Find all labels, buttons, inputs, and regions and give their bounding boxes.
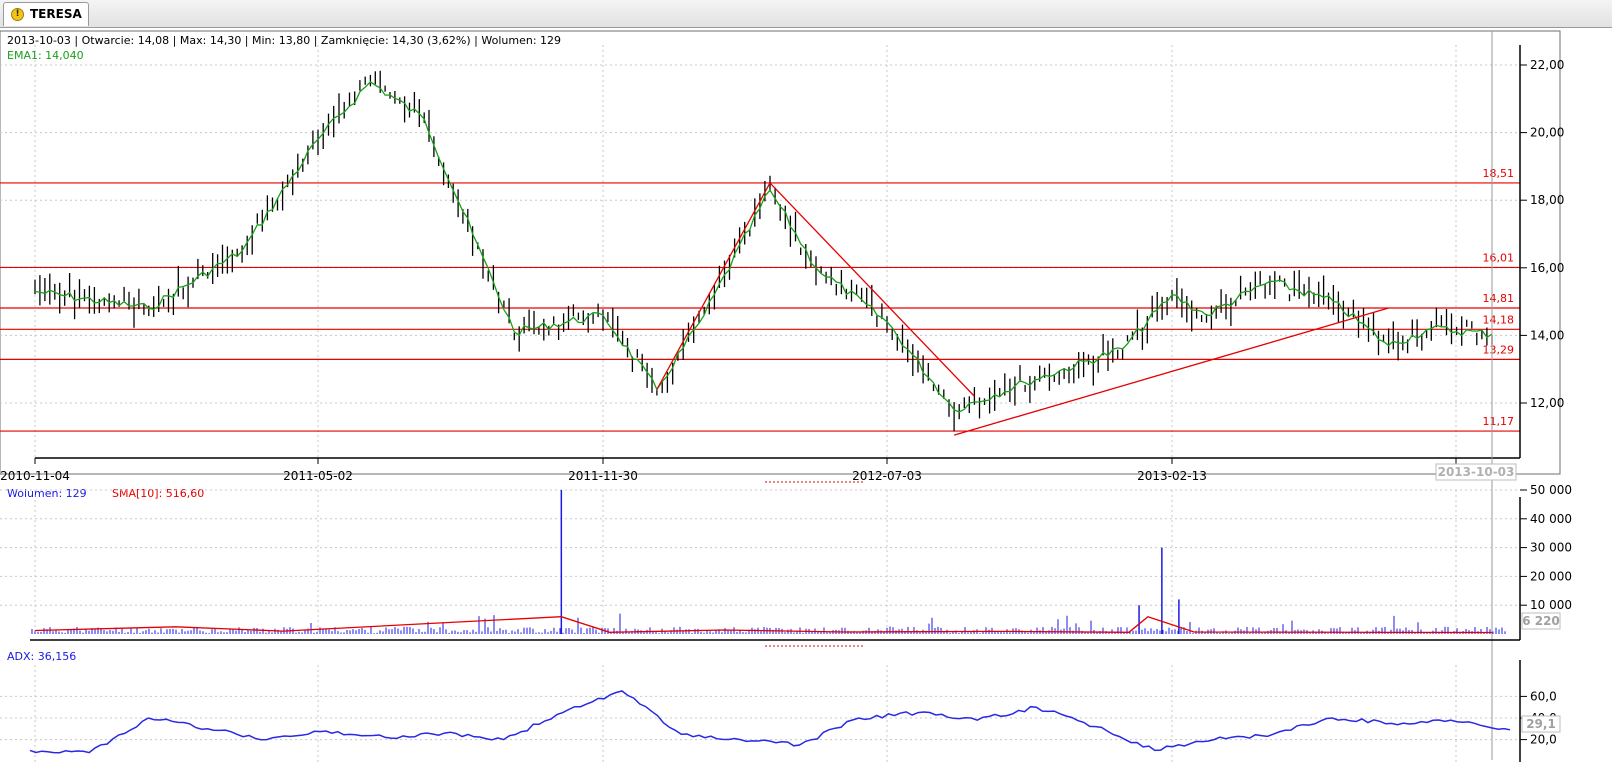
- price-y-tick-label: 18,00: [1530, 193, 1564, 207]
- volume-y-tick-label: 50 000: [1530, 483, 1572, 497]
- price-panel[interactable]: 18,51 16,01 14,81 14,18 13,29 11,17 22,00 20,0…: [0, 30, 1564, 760]
- volume-y-tick-label: 10 000: [1530, 598, 1572, 612]
- ema-line: [34, 81, 1493, 413]
- chart-area[interactable]: 18,51 16,01 14,81 14,18 13,29 11,17 22,00 20,0…: [0, 29, 1612, 768]
- sma-label: SMA[10]: 516,60: [112, 487, 204, 500]
- price-y-tick-label: 22,00: [1530, 58, 1564, 72]
- trend-lines[interactable]: [656, 182, 1389, 436]
- volume-panel[interactable]: Wolumen: 129 SMA[10]: 516,60 50 000 40 00…: [0, 483, 1572, 647]
- adx-cursor-box: [1521, 715, 1561, 733]
- level-label: 11,17: [1483, 415, 1515, 428]
- price-levels[interactable]: 18,51 16,01 14,81 14,18 13,29 11,17: [0, 167, 1520, 432]
- trend-line-down: [769, 182, 975, 397]
- adx-y-tick-label: 20,0: [1530, 733, 1557, 747]
- price-x-tick-label: 2012-07-03: [852, 469, 922, 483]
- tab-bar: ! TERESA: [0, 0, 1612, 28]
- price-x-ticks: 2010-11-04 2011-05-02 2011-11-30 2012-07-03…: [0, 458, 1460, 483]
- volume-y-tick-label: 40 000: [1530, 512, 1572, 526]
- price-y-tick-label: 20,00: [1530, 126, 1564, 140]
- ema-label: EMA1: 14,040: [7, 49, 84, 62]
- price-x-tick-label: 2011-11-30: [568, 469, 638, 483]
- price-x-tick-label: 2013-02-13: [1137, 469, 1207, 483]
- tab-title: TERESA: [30, 7, 82, 21]
- adx-line: [29, 690, 1511, 754]
- price-y-tick-label: 12,00: [1530, 396, 1564, 410]
- chart-tab[interactable]: ! TERESA: [3, 2, 89, 26]
- warning-icon: !: [11, 8, 24, 21]
- cursor-date-box: [1435, 463, 1517, 481]
- adx-panel[interactable]: ADX: 36,156 60,040,020,0 29,1: [0, 650, 1561, 762]
- price-y-tick-label: 14,00: [1530, 328, 1564, 342]
- level-label: 14,81: [1483, 292, 1515, 305]
- trend-line-up-2: [953, 307, 1389, 436]
- price-x-tick-label: 2010-11-04: [0, 469, 70, 483]
- adx-cursor-value: 29,1: [1526, 717, 1556, 731]
- volume-cursor-value: 6 220: [1522, 614, 1560, 628]
- price-y-ticks: 22,00 20,00 18,00 16,00 14,00 12,00: [1520, 58, 1564, 410]
- volume-label: Wolumen: 129: [7, 487, 87, 500]
- level-label: 14,18: [1483, 313, 1515, 326]
- level-label: 18,51: [1483, 167, 1515, 180]
- sma-line: [34, 615, 1493, 634]
- trend-line-up-1: [656, 182, 771, 390]
- volume-cursor-box: [1521, 612, 1561, 630]
- adx-y-tick-label: 60,0: [1530, 689, 1557, 703]
- cursor-date: 2013-10-03: [1438, 465, 1515, 479]
- volume-y-tick-label: 20 000: [1530, 569, 1572, 583]
- volume-y-tick-label: 30 000: [1530, 541, 1572, 555]
- adx-grid: [0, 665, 1520, 762]
- level-label: 16,01: [1483, 251, 1515, 264]
- price-panel-frame: [0, 30, 1561, 475]
- volume-bars: [31, 490, 1506, 634]
- price-y-tick-label: 16,00: [1530, 261, 1564, 275]
- volume-y-ticks: 50 000 40 000 30 000 20 000 10 000: [1520, 483, 1572, 612]
- level-label: 13,29: [1483, 343, 1515, 356]
- volume-grid: [0, 489, 1520, 634]
- price-x-tick-label: 2011-05-02: [283, 469, 353, 483]
- price-info-line: 2013-10-03 | Otwarcie: 14,08 | Max: 14,3…: [7, 34, 561, 47]
- adx-label: ADX: 36,156: [7, 650, 76, 663]
